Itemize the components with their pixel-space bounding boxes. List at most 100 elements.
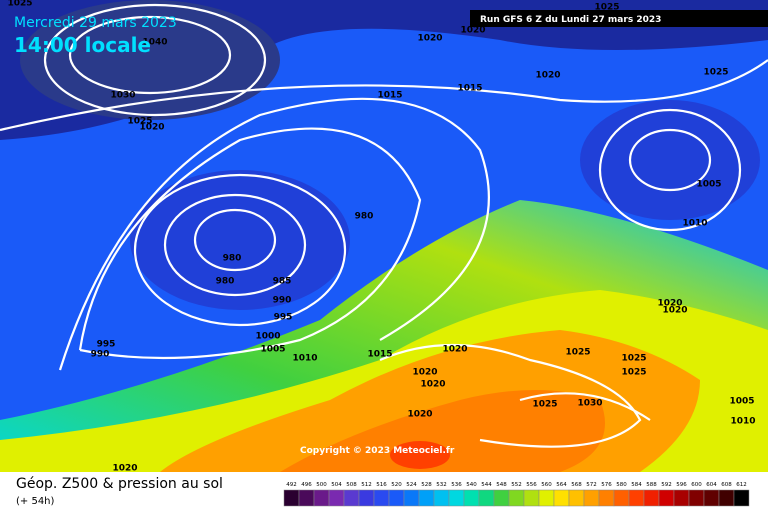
isobar: [68, 15, 232, 95]
isobar-labels: 1025104010301025102010201020102010151015…: [7, 0, 755, 474]
isobar-label: 1030: [110, 91, 135, 101]
isobar-label: 995: [274, 313, 293, 323]
isobar-label: 1020: [442, 345, 467, 355]
colorbar-cell: [433, 489, 450, 507]
isobar-label: 1025: [621, 354, 646, 364]
isobar-label: 1005: [696, 180, 721, 190]
colorbar-cell: [643, 489, 660, 507]
time-label: 14:00 locale: [14, 33, 151, 57]
isobar-label: 1000: [255, 332, 280, 342]
isobar-label: 990: [273, 296, 292, 306]
isobar-label: 1020: [535, 71, 560, 81]
isobar-label: 1020: [407, 410, 432, 420]
colorbar-cell: [388, 489, 405, 507]
isobar-label: 980: [223, 254, 242, 264]
colorbar-label: 500: [316, 482, 327, 488]
isobar-label: 980: [355, 212, 374, 222]
isobar: [628, 128, 712, 192]
run-info: Run GFS 6 Z du Lundi 27 mars 2023: [480, 15, 661, 25]
isobar: [598, 108, 742, 232]
colorbar-cell: [613, 489, 630, 507]
isobar-label: 1025: [594, 3, 619, 13]
isobar-label: 1025: [532, 400, 557, 410]
colorbar-label: 564: [556, 482, 567, 488]
colorbar-cell: [418, 489, 435, 507]
isobar: [58, 97, 490, 371]
isobar: [133, 173, 347, 327]
colorbar-cell: [373, 489, 390, 507]
isobar-label: 1030: [577, 399, 602, 409]
colorbar-label: 540: [466, 482, 477, 488]
colorbar-cell: [598, 489, 615, 507]
isobar: [78, 127, 422, 360]
isobar-label: 1015: [367, 350, 392, 360]
colorbar-label: 548: [496, 482, 507, 488]
isobar-label: 1025: [621, 368, 646, 378]
colorbar: 492 496 500 504 508 512 516 520 524 528 532 536 540 5…: [283, 482, 750, 507]
isobar-label: 1015: [457, 84, 482, 94]
isobar-label: 1010: [730, 417, 755, 427]
isobar-label: 1020: [417, 34, 442, 44]
colorbar-cell: [568, 489, 585, 507]
colorbar-label: 592: [661, 482, 672, 488]
isobar: [163, 193, 307, 297]
colorbar-label: 576: [601, 482, 612, 488]
isobar-label: 980: [216, 277, 235, 287]
colorbar-cell: [538, 489, 555, 507]
isobar-label: 1025: [565, 348, 590, 358]
colorbar-cell: [493, 489, 510, 507]
colorbar-cell: [358, 489, 375, 507]
colorbar-cell: [508, 489, 525, 507]
isobar-label: 985: [273, 277, 292, 287]
isobar-label: 1010: [682, 219, 707, 229]
colorbar-label: 492: [286, 482, 297, 488]
isobar-label: 990: [91, 350, 110, 360]
colorbar-label: 504: [331, 482, 342, 488]
colorbar-cell: [583, 489, 600, 507]
colorbar-label: 512: [361, 482, 372, 488]
colorbar-cell: [283, 489, 300, 507]
colorbar-label: 508: [346, 482, 357, 488]
colorbar-cell: [718, 489, 735, 507]
isobar-label: 1020: [139, 123, 164, 133]
colorbar-label: 556: [526, 482, 537, 488]
colorbar-cell: [673, 489, 690, 507]
colorbar-label: 532: [436, 482, 447, 488]
isobar: [519, 392, 651, 421]
copyright: Copyright © 2023 Meteociel.fr: [300, 446, 455, 456]
isobar-label: 1020: [662, 306, 687, 316]
colorbar-label: 568: [571, 482, 582, 488]
colorbar-label: 524: [406, 482, 417, 488]
colorbar-cell: [733, 489, 750, 507]
colorbar-label: 604: [706, 482, 717, 488]
isobar-label: 1020: [412, 368, 437, 378]
isobar-label: 1005: [729, 397, 754, 407]
colorbar-label: 608: [721, 482, 732, 488]
isobar-label: 1025: [127, 117, 152, 127]
colorbar-label: 536: [451, 482, 462, 488]
colorbar-label: 496: [301, 482, 312, 488]
colorbar-label: 572: [586, 482, 597, 488]
colorbar-label: 560: [541, 482, 552, 488]
isobar-label: 1020: [657, 299, 682, 309]
colorbar-cell: [298, 489, 315, 507]
isobar-label: 1025: [7, 0, 32, 9]
colorbar-label: 584: [631, 482, 642, 488]
colorbar-label: 600: [691, 482, 702, 488]
date-label: Mercredi 29 mars 2023: [14, 15, 177, 31]
colorbar-label: 516: [376, 482, 387, 488]
isobar-label: 1025: [703, 68, 728, 78]
colorbar-cell: [628, 489, 645, 507]
colorbar-label: 520: [391, 482, 402, 488]
colorbar-label: 588: [646, 482, 657, 488]
colorbar-cell: [448, 489, 465, 507]
colorbar-cell: [328, 489, 345, 507]
colorbar-label: 580: [616, 482, 627, 488]
colorbar-cell: [553, 489, 570, 507]
isobar-label: 1040: [142, 38, 167, 48]
isobar-label: 1010: [292, 354, 317, 364]
colorbar-label: 544: [481, 482, 492, 488]
field: [0, 0, 768, 472]
